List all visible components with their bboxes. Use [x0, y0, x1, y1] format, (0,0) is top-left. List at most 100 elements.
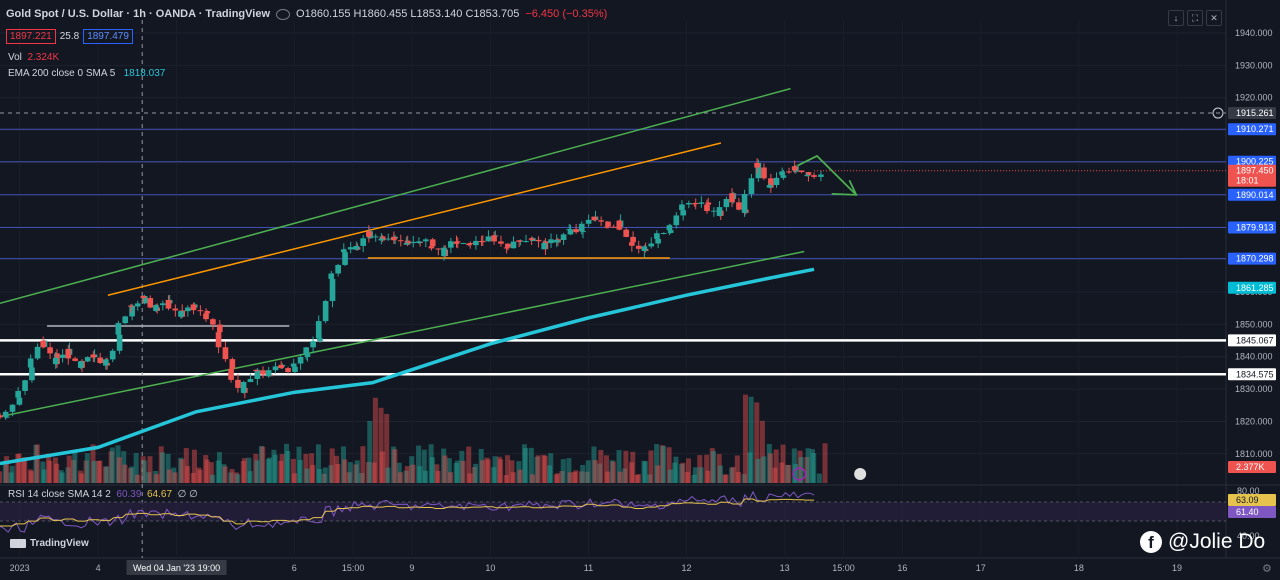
candle-body	[591, 216, 598, 221]
ema-label: EMA 200 close 0 SMA 5	[8, 68, 116, 79]
volume-bar	[210, 474, 216, 483]
candle-body	[65, 348, 72, 359]
volume-bar	[104, 466, 110, 483]
volume-bar	[441, 448, 447, 483]
time-tick-label: 16	[897, 563, 907, 573]
volume-bar	[428, 444, 434, 483]
candle-body	[40, 340, 47, 348]
volume-bar	[322, 467, 328, 483]
price-label: 1915.261	[1236, 108, 1274, 118]
candle-body	[541, 243, 547, 250]
sell-button[interactable]: 1897.221	[6, 29, 56, 44]
ema-legend[interactable]: EMA 200 close 0 SMA 5 1818.037	[8, 68, 165, 79]
volume-bar	[153, 470, 159, 483]
volume-bar	[667, 469, 673, 483]
candle-body	[578, 223, 585, 232]
volume-bar	[354, 460, 360, 483]
volume-bar	[759, 420, 765, 483]
volume-bar	[396, 462, 402, 483]
candle-body	[347, 247, 354, 250]
volume-bar	[542, 455, 548, 483]
volume-bar	[240, 460, 246, 483]
candle-body	[84, 357, 91, 362]
price-label-badge	[1228, 107, 1276, 120]
rsi-legend[interactable]: RSI 14 close SMA 14 2 60.39 64.67 ∅ ∅	[8, 489, 198, 500]
candle-body	[523, 241, 529, 243]
price-label-badge	[1228, 252, 1276, 265]
volume-bar	[278, 460, 284, 483]
eye-icon[interactable]	[276, 8, 291, 20]
candle-body	[548, 239, 554, 244]
facebook-icon: f	[1140, 531, 1162, 553]
crosshair-time-badge	[126, 560, 227, 575]
candle-body	[768, 178, 774, 188]
volume-bar	[534, 456, 540, 483]
candle-body	[215, 332, 222, 348]
candle-body	[704, 204, 710, 212]
volume-bar	[466, 446, 472, 483]
volume-bar	[2, 460, 8, 483]
volume-bar	[692, 467, 698, 483]
price-label: 1845.067	[1236, 335, 1274, 345]
volume-bar	[609, 460, 615, 483]
candle-body	[805, 172, 812, 176]
time-tick-label: 9	[409, 563, 414, 573]
volume-bar	[797, 450, 803, 483]
candle-body	[773, 177, 780, 186]
symbol-title[interactable]: Gold Spot / U.S. Dollar · 1h · OANDA · T…	[6, 8, 271, 20]
candle-body	[679, 204, 685, 211]
volume-bar	[285, 450, 291, 483]
volume-bar	[460, 460, 466, 483]
candle-body	[404, 240, 411, 245]
candle-body	[77, 361, 84, 368]
volume-bar	[166, 469, 172, 483]
volume-bar	[421, 449, 427, 483]
volume-bar	[503, 474, 509, 483]
candle-body	[429, 239, 436, 247]
volume-bar	[484, 457, 490, 483]
candle-body	[340, 249, 347, 253]
volume-bar	[635, 474, 641, 483]
volume-bar	[321, 473, 327, 483]
volume-bar	[317, 469, 323, 483]
volume-legend[interactable]: Vol 2.324K	[8, 52, 59, 63]
price-label: 1897.450	[1236, 166, 1274, 176]
candle-body	[317, 338, 323, 342]
candle-body	[686, 203, 692, 205]
candle-body	[610, 226, 617, 228]
volume-bar	[697, 455, 703, 483]
candle-body	[698, 202, 705, 204]
buy-button[interactable]: 1897.479	[83, 29, 133, 44]
volume-bar	[535, 455, 541, 483]
candle-body	[528, 238, 535, 240]
gear-icon[interactable]: ⚙	[1262, 563, 1272, 575]
candle-body	[178, 311, 184, 317]
volume-bar	[246, 457, 252, 483]
volume-bar	[115, 445, 121, 483]
volume-bar	[634, 474, 640, 483]
candle-body	[804, 175, 810, 177]
volume-bar	[9, 465, 15, 483]
volume-bar	[491, 467, 497, 483]
rsi-label: RSI 14 close SMA 14 2	[8, 489, 111, 500]
time-tick-label: 15:00	[342, 563, 365, 573]
volume-bar	[66, 455, 72, 483]
volume-bar	[272, 454, 278, 483]
volume-bar	[723, 474, 729, 483]
close-pane-icon[interactable]: ✕	[1206, 10, 1222, 26]
volume-bar	[423, 470, 429, 483]
collapse-pane-icon[interactable]: ↓	[1168, 10, 1184, 26]
maximize-pane-icon[interactable]: ⛶	[1187, 10, 1203, 26]
candle-body	[204, 311, 211, 314]
price-label: 1834.575	[1236, 369, 1274, 379]
channel-upper-line	[0, 87, 791, 305]
volume-bar	[605, 471, 611, 483]
rsi-value-2: 64.67	[147, 489, 173, 500]
candle-body	[360, 238, 367, 246]
price-label: 1900.225	[1236, 157, 1274, 167]
candle-body	[741, 193, 748, 213]
volume-bar	[498, 459, 504, 483]
volume-bar	[548, 453, 554, 483]
volume-bar	[97, 460, 103, 483]
